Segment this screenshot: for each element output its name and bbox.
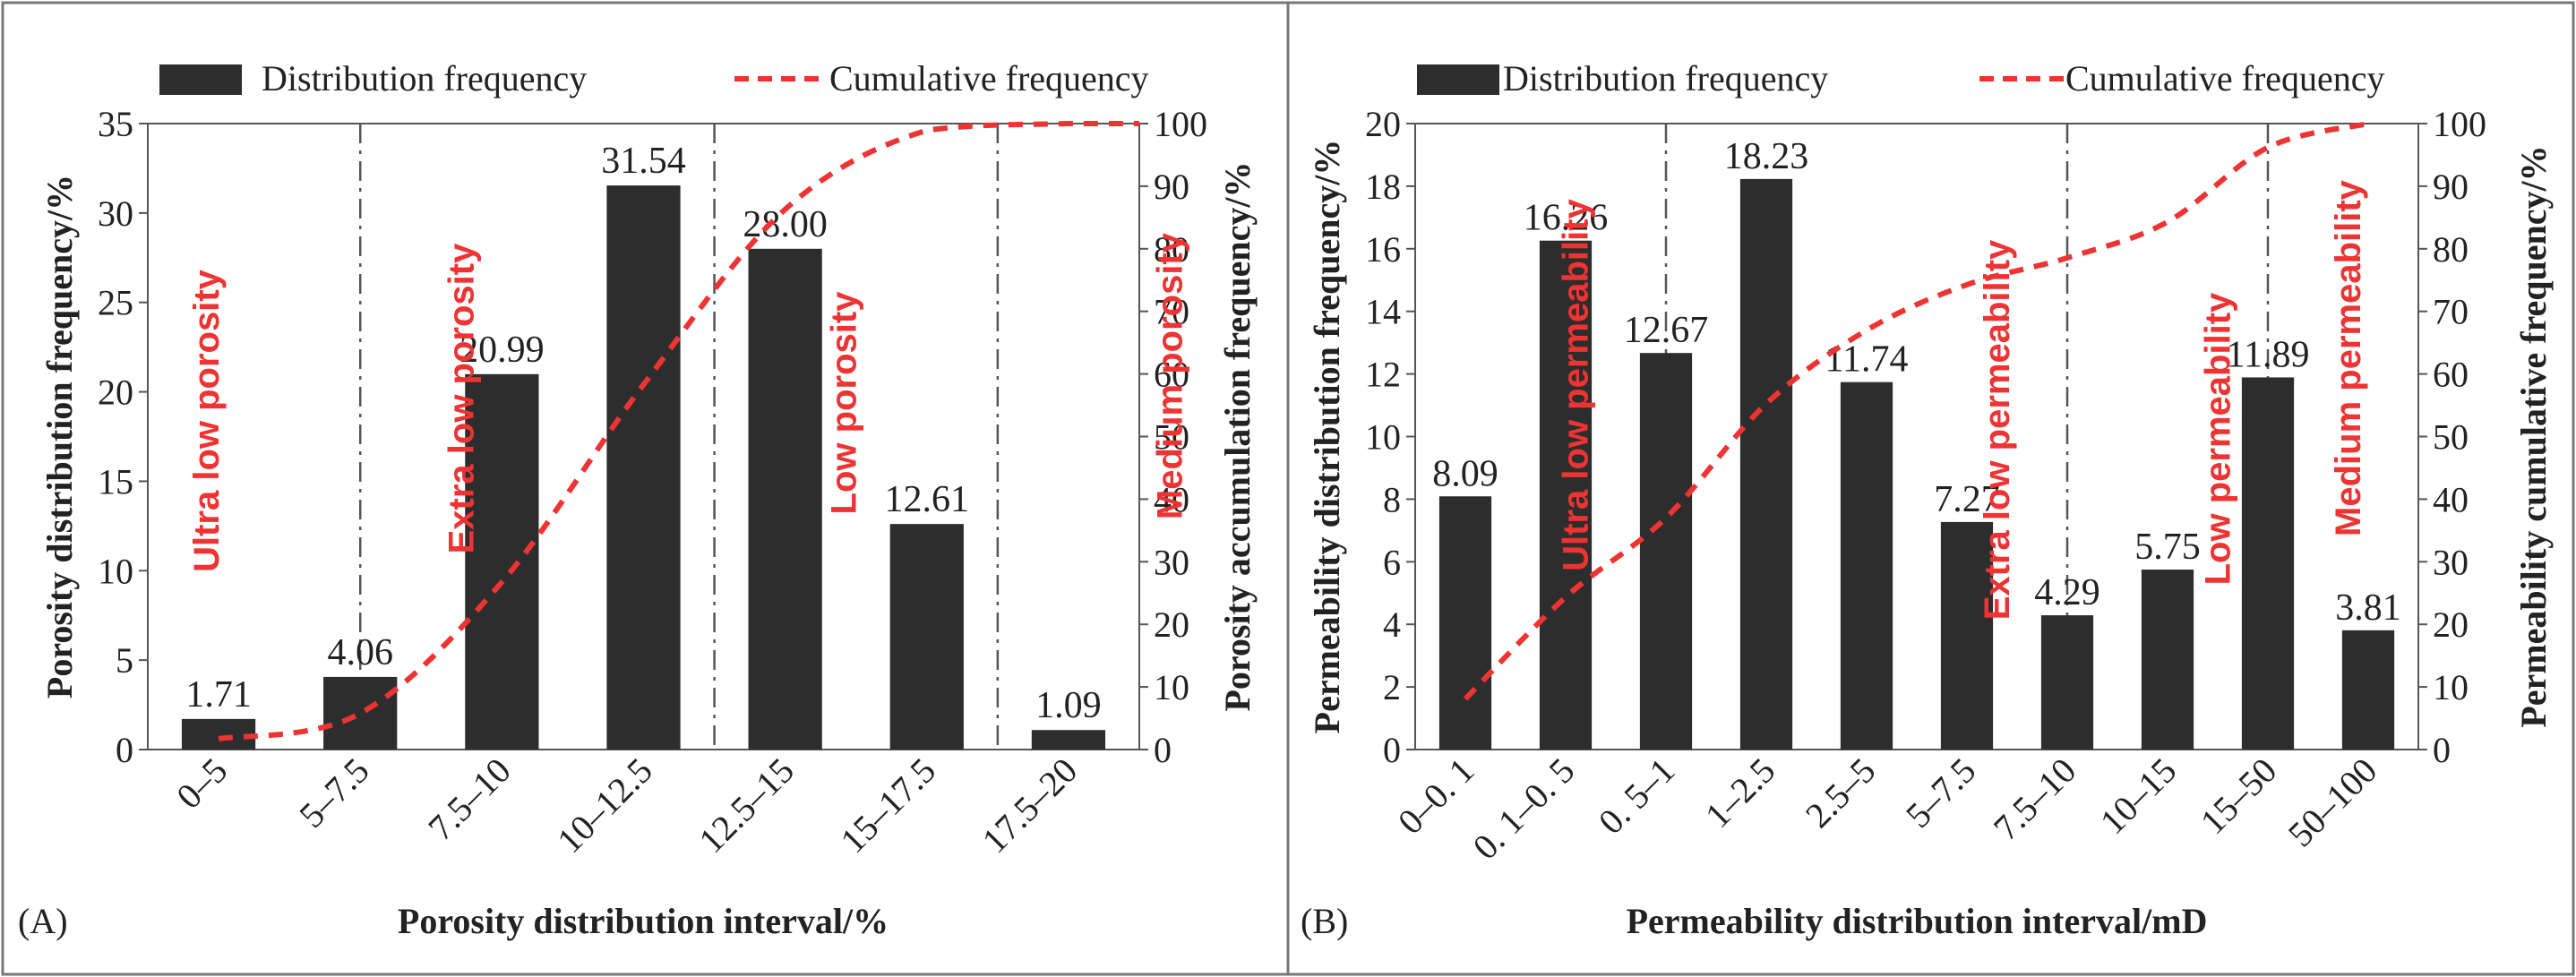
y-right-tick-label: 30 [1154,542,1189,582]
panel-label: (B) [1301,901,1348,941]
bar-value-label: 31.54 [601,141,686,182]
y-right-tick-label: 90 [1154,167,1189,207]
y-right-tick-label: 20 [2433,604,2469,645]
region-label: Ultra low permeability [1557,198,1596,570]
y-right-tick-label: 60 [2433,355,2469,395]
bar [2141,570,2194,750]
y-left-tick-label: 20 [1365,104,1401,144]
bar [606,185,681,750]
y-right-tick-label: 70 [2433,292,2469,332]
panel-label: (A) [18,901,68,941]
y-left-tick-label: 25 [98,283,133,323]
legend-bar-swatch [1417,64,1499,95]
bar-value-label: 1.71 [185,674,252,716]
y-left-tick-label: 12 [1365,355,1401,395]
bar-value-label: 4.06 [327,632,393,673]
bar-value-label: 8.09 [1432,453,1498,494]
y-right-tick-label: 20 [1154,604,1189,645]
region-label: Low porosity [825,291,864,515]
y-left-tick-label: 15 [98,461,133,501]
y-left-tick-label: 0 [1383,730,1401,770]
bar [1739,178,1793,750]
y-right-tick-label: 10 [2433,667,2469,707]
y-left-tick-label: 20 [98,373,133,413]
y-right-tick-label: 50 [2433,417,2469,458]
y-right-tick-label: 80 [1154,229,1189,270]
legend-label: Cumulative frequency [2065,58,2385,99]
bar-value-label: 5.75 [2134,527,2201,568]
y-left-tick-label: 14 [1365,292,1401,332]
legend-bar-swatch [159,64,242,95]
legend-label: Distribution frequency [1503,58,1828,99]
bar [2241,377,2295,750]
bar [465,373,539,750]
y-left-tick-label: 8 [1383,479,1401,519]
x-axis-title: Porosity distribution interval/% [398,901,889,941]
bar-value-label: 20.99 [459,330,545,371]
region-label: Ultra low porosity [187,269,227,572]
region-label: Low permeability [2198,292,2237,585]
y-left-tick-label: 30 [98,193,133,234]
y-right-tick-label: 70 [1154,292,1189,332]
bar-value-label: 12.67 [1624,310,1709,351]
bar [1438,496,1492,750]
bar [2040,615,2094,750]
y-left-tick-label: 5 [116,640,133,681]
bar [1539,240,1593,750]
y-right-tick-label: 0 [2433,730,2451,770]
region-label: Extra low permeability [1978,239,2017,620]
bar-value-label: 16.26 [1524,198,1609,239]
y-left-tick-label: 10 [98,551,133,591]
y-left-tick-label: 4 [1383,604,1401,645]
x-axis-title: Permeability distribution interval/mD [1627,901,2208,941]
y-right-tick-label: 60 [1154,355,1189,395]
bar-value-label: 4.29 [2034,572,2100,613]
y-left-axis-title: Permeability distribution frequency/% [1307,140,1347,734]
y-right-tick-label: 100 [1154,104,1207,144]
bar-value-label: 7.27 [1934,479,2000,520]
bar [2341,630,2395,750]
region-label: Extra low porosity [442,243,482,553]
region-label: Medium permeability [2329,179,2368,536]
bar-value-label: 11.89 [2227,334,2310,375]
y-left-axis-title: Porosity distribution frequency/% [39,175,80,698]
y-right-tick-label: 100 [2433,104,2486,144]
y-left-tick-label: 16 [1365,229,1401,270]
legend-label: Distribution frequency [262,58,587,99]
y-left-tick-label: 0 [116,730,133,770]
y-right-tick-label: 90 [2433,167,2469,207]
y-left-tick-label: 10 [1365,417,1401,458]
y-right-tick-label: 40 [2433,479,2469,519]
bar [1840,381,1893,750]
y-right-tick-label: 0 [1154,730,1172,770]
y-left-tick-label: 6 [1383,542,1401,582]
y-left-tick-label: 18 [1365,167,1401,207]
bar-value-label: 12.61 [885,479,970,520]
bar [1940,521,1994,750]
cumulative-frequency-line [218,121,1139,742]
y-right-axis-title: Permeability cumulative frequency/% [2513,145,2554,727]
y-right-tick-label: 50 [1154,417,1189,458]
bar [181,718,256,750]
y-right-axis-title: Porosity accumulation frequency/% [1217,161,1258,711]
legend-label: Cumulative frequency [829,58,1149,99]
y-right-tick-label: 80 [2433,229,2469,270]
y-left-tick-label: 35 [98,104,133,144]
bar [1031,730,1106,750]
bar [748,248,822,750]
bar-value-label: 1.09 [1035,685,1102,726]
y-left-tick-label: 2 [1383,667,1401,707]
bar [323,676,398,750]
bar-value-label: 18.23 [1724,136,1809,177]
bar [889,524,964,750]
bar-value-label: 3.81 [2335,587,2401,629]
region-label: Medium porosity [1150,232,1189,519]
bar [1639,353,1693,750]
y-right-tick-label: 40 [1154,479,1189,519]
y-right-tick-label: 30 [2433,542,2469,582]
y-right-tick-label: 10 [1154,667,1189,707]
